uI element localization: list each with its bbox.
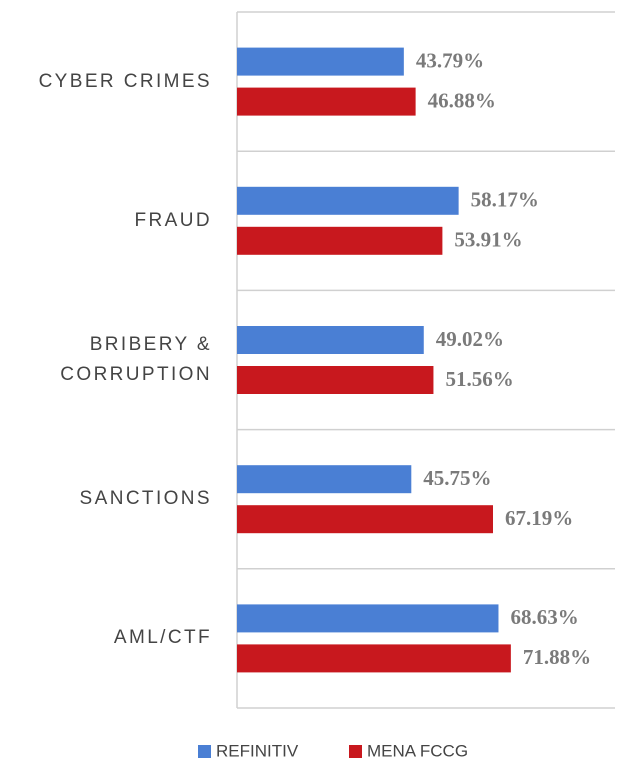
category-label: FRAUD (134, 209, 212, 231)
value-label: 68.63% (510, 605, 578, 629)
bar (237, 644, 511, 673)
legend-swatch (349, 745, 362, 758)
value-label: 53.91% (454, 228, 522, 252)
category-label: AML/CTF (113, 627, 212, 649)
value-label: 45.75% (423, 466, 491, 490)
value-label: 58.17% (471, 188, 539, 212)
value-label: 46.88% (428, 88, 496, 112)
bar (237, 366, 434, 394)
legend-swatch (198, 745, 211, 758)
value-label: 67.19% (505, 506, 573, 530)
category-label: CYBER CRIMES (38, 70, 212, 92)
bar (237, 326, 424, 354)
value-label: 49.02% (436, 327, 504, 351)
value-label: 71.88% (523, 645, 591, 669)
bar (237, 87, 416, 116)
bar (237, 465, 412, 494)
bar (237, 47, 404, 76)
legend-label: REFINITIV (216, 741, 299, 760)
category-label: BRIBERY & CORRUPTION (60, 334, 212, 385)
bar (237, 186, 459, 215)
value-label: 43.79% (416, 48, 484, 72)
category-label: SANCTIONS (79, 488, 212, 510)
bar (237, 226, 443, 255)
bar (237, 505, 493, 534)
legend-label: MENA FCCG (367, 741, 468, 760)
value-label: 51.56% (445, 367, 513, 391)
bar (237, 604, 499, 633)
